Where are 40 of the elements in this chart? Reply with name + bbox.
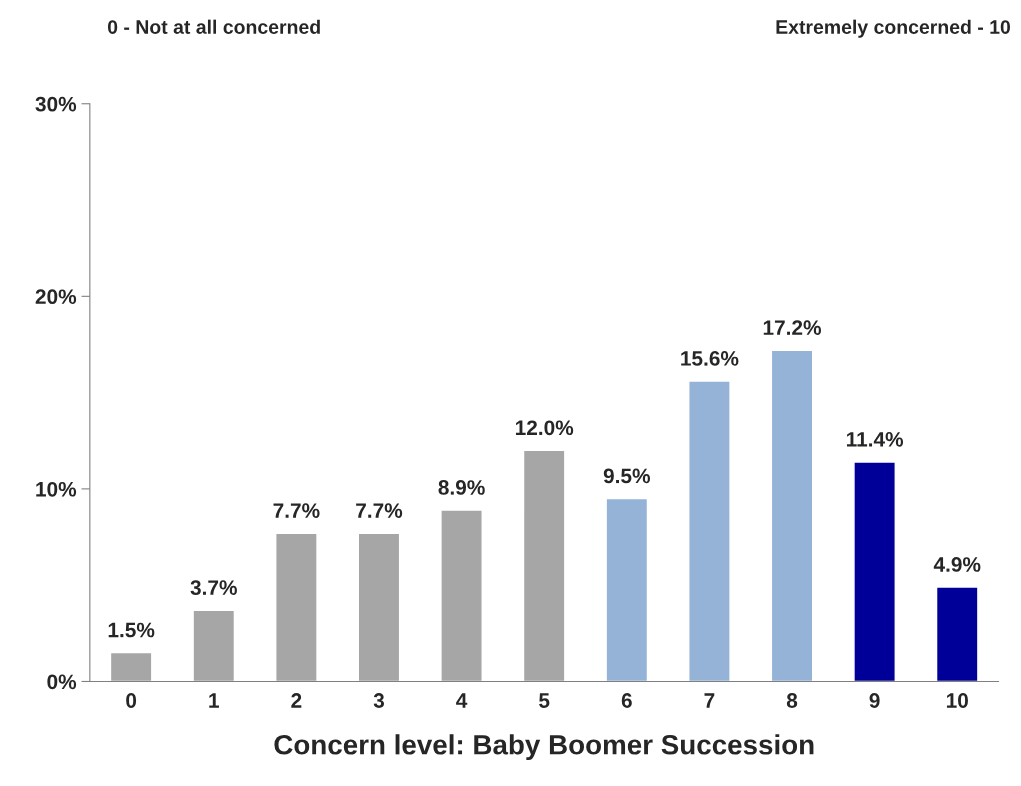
bar: [192, 609, 236, 682]
x-tick-label: 8: [786, 693, 798, 708]
data-label: 11.4%: [846, 432, 904, 447]
bar: [275, 532, 318, 682]
bar: [935, 586, 979, 682]
y-tick-label: 20%: [35, 289, 77, 305]
x-axis-title: Concern level: Baby Boomer Succession: [274, 734, 814, 761]
data-label: 8.9%: [438, 480, 485, 495]
data-label: 17.2%: [763, 320, 822, 335]
data-label: 7.7%: [273, 503, 320, 518]
x-tick-label: 4: [456, 693, 468, 708]
data-label: 4.9%: [933, 557, 981, 572]
bar: [770, 349, 814, 682]
bar: [440, 509, 483, 682]
data-label: 7.7%: [356, 503, 403, 518]
text: Extremely concerned - 10: [776, 19, 1011, 38]
x-tick-label: 6: [621, 693, 632, 708]
bar: [109, 651, 153, 682]
data-label: 15.6%: [681, 351, 739, 366]
x-tick-label: 0: [126, 693, 137, 708]
bar: [357, 532, 401, 682]
x-tick-label: 7: [704, 693, 715, 708]
text: 0 - Not at all concerned: [107, 19, 320, 34]
bar: [853, 461, 896, 682]
x-tick-label: 5: [539, 693, 550, 708]
data-label: 3.7%: [190, 580, 237, 596]
y-tick-label: 0%: [47, 674, 77, 690]
y-tick-label: 10%: [36, 481, 77, 497]
x-tick-label: 3: [373, 693, 385, 708]
bar: [605, 497, 649, 682]
data-label: 1.5%: [108, 622, 155, 638]
x-tick-label: 1: [209, 693, 219, 708]
x-tick-label: 2: [291, 693, 302, 708]
x-tick-label: 10: [946, 693, 968, 708]
bar: [522, 449, 566, 682]
bar: [688, 380, 731, 682]
data-label: 9.5%: [603, 468, 650, 484]
x-tick-label: 9: [869, 693, 880, 708]
data-label: 12.0%: [515, 420, 574, 436]
y-tick-label: 30%: [35, 96, 77, 112]
